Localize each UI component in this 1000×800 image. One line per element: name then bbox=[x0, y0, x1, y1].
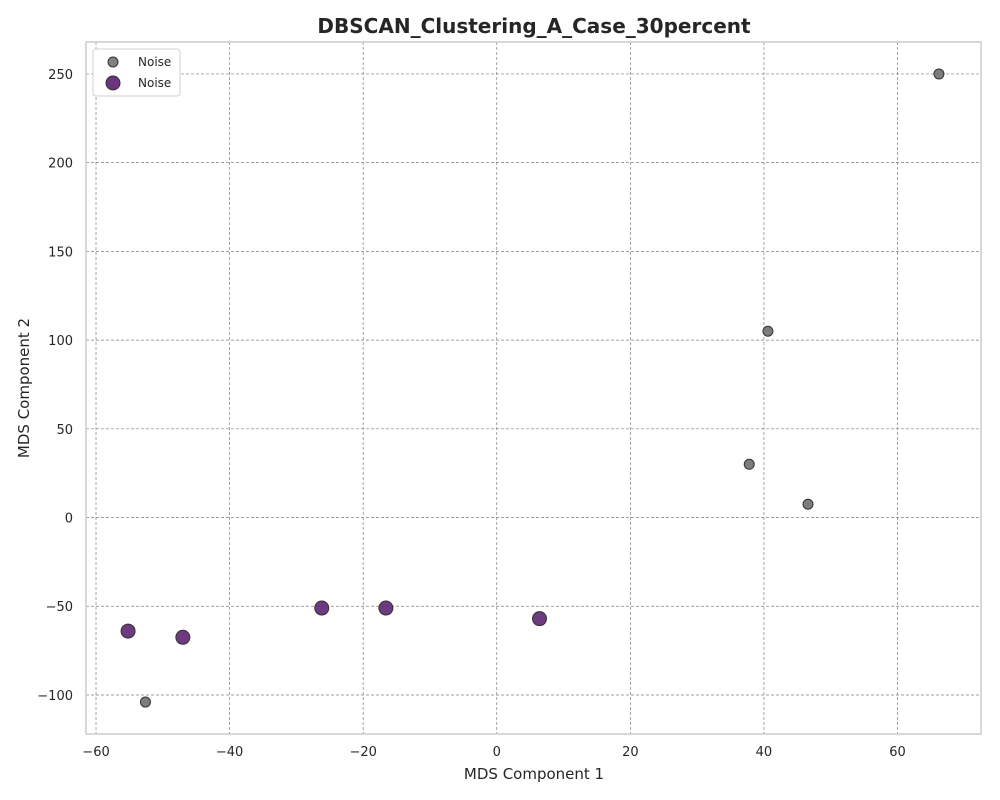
x-tick-label: 60 bbox=[889, 745, 906, 760]
noise-point-small bbox=[743, 458, 755, 470]
y-tick-label: 0 bbox=[65, 512, 73, 527]
noise-point-large bbox=[532, 611, 548, 627]
y-tick-label: 50 bbox=[56, 423, 73, 438]
x-tick-label: −60 bbox=[82, 745, 109, 760]
legend-marker-noise-large bbox=[105, 75, 121, 91]
x-axis-label: MDS Component 1 bbox=[464, 765, 604, 783]
data-points bbox=[120, 68, 945, 708]
legend: Noise Noise bbox=[92, 48, 181, 97]
noise-point-large bbox=[378, 600, 394, 616]
y-axis-label: MDS Component 2 bbox=[15, 318, 33, 458]
noise-point-large bbox=[175, 629, 191, 645]
x-tick-label: −40 bbox=[216, 745, 243, 760]
noise-point-small bbox=[802, 498, 814, 510]
y-tick-label: −50 bbox=[46, 600, 73, 615]
noise-point-small bbox=[762, 325, 774, 337]
y-tick-label: 250 bbox=[48, 68, 73, 83]
x-tick-label: −20 bbox=[349, 745, 376, 760]
grid-lines bbox=[86, 42, 981, 734]
x-tick-label: 20 bbox=[622, 745, 639, 760]
x-tick-label: 0 bbox=[493, 745, 501, 760]
noise-point-small bbox=[139, 696, 151, 708]
noise-point-large bbox=[120, 623, 136, 639]
y-tick-label: 100 bbox=[48, 334, 73, 349]
tick-labels: −60 −40 −20 0 20 40 60 −100 −50 0 50 100 150 200 250 bbox=[37, 68, 906, 760]
legend-marker-noise-small bbox=[107, 56, 119, 68]
chart-title: DBSCAN_Clustering_A_Case_30percent bbox=[317, 14, 751, 38]
plot-frame bbox=[85, 41, 982, 735]
y-tick-label: 150 bbox=[48, 245, 73, 260]
legend-label-series-2: Noise bbox=[138, 76, 171, 90]
noise-point-small bbox=[933, 68, 945, 80]
plot-background bbox=[86, 42, 981, 734]
y-tick-label: 200 bbox=[48, 157, 73, 172]
noise-point-large bbox=[314, 600, 330, 616]
y-tick-label: −100 bbox=[37, 689, 73, 704]
legend-label-series-1: Noise bbox=[138, 55, 171, 69]
x-tick-label: 40 bbox=[756, 745, 773, 760]
